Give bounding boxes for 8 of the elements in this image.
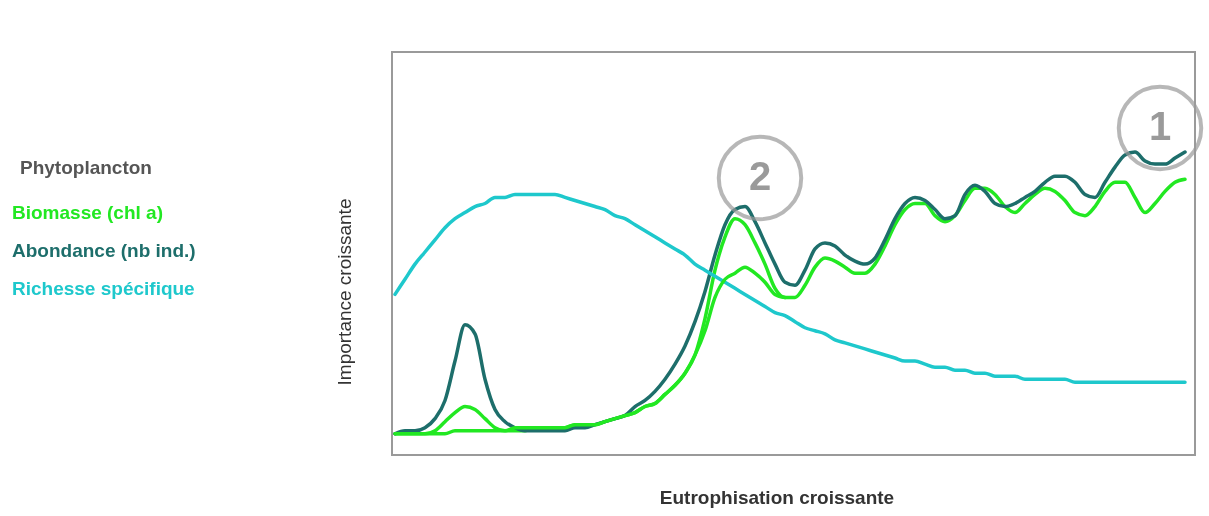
x-axis-title: Eutrophisation croissante xyxy=(659,487,895,508)
legend-title: Phytoplancton xyxy=(20,157,152,178)
annotation: 2 xyxy=(748,154,772,198)
text: Richesse spécifique xyxy=(12,278,195,299)
y-axis-title: Importance croissante xyxy=(334,198,355,386)
text: Biomasse (chl a) xyxy=(12,202,163,223)
text: 1 xyxy=(1148,104,1172,148)
text: Abondance (nb ind.) xyxy=(12,240,196,261)
